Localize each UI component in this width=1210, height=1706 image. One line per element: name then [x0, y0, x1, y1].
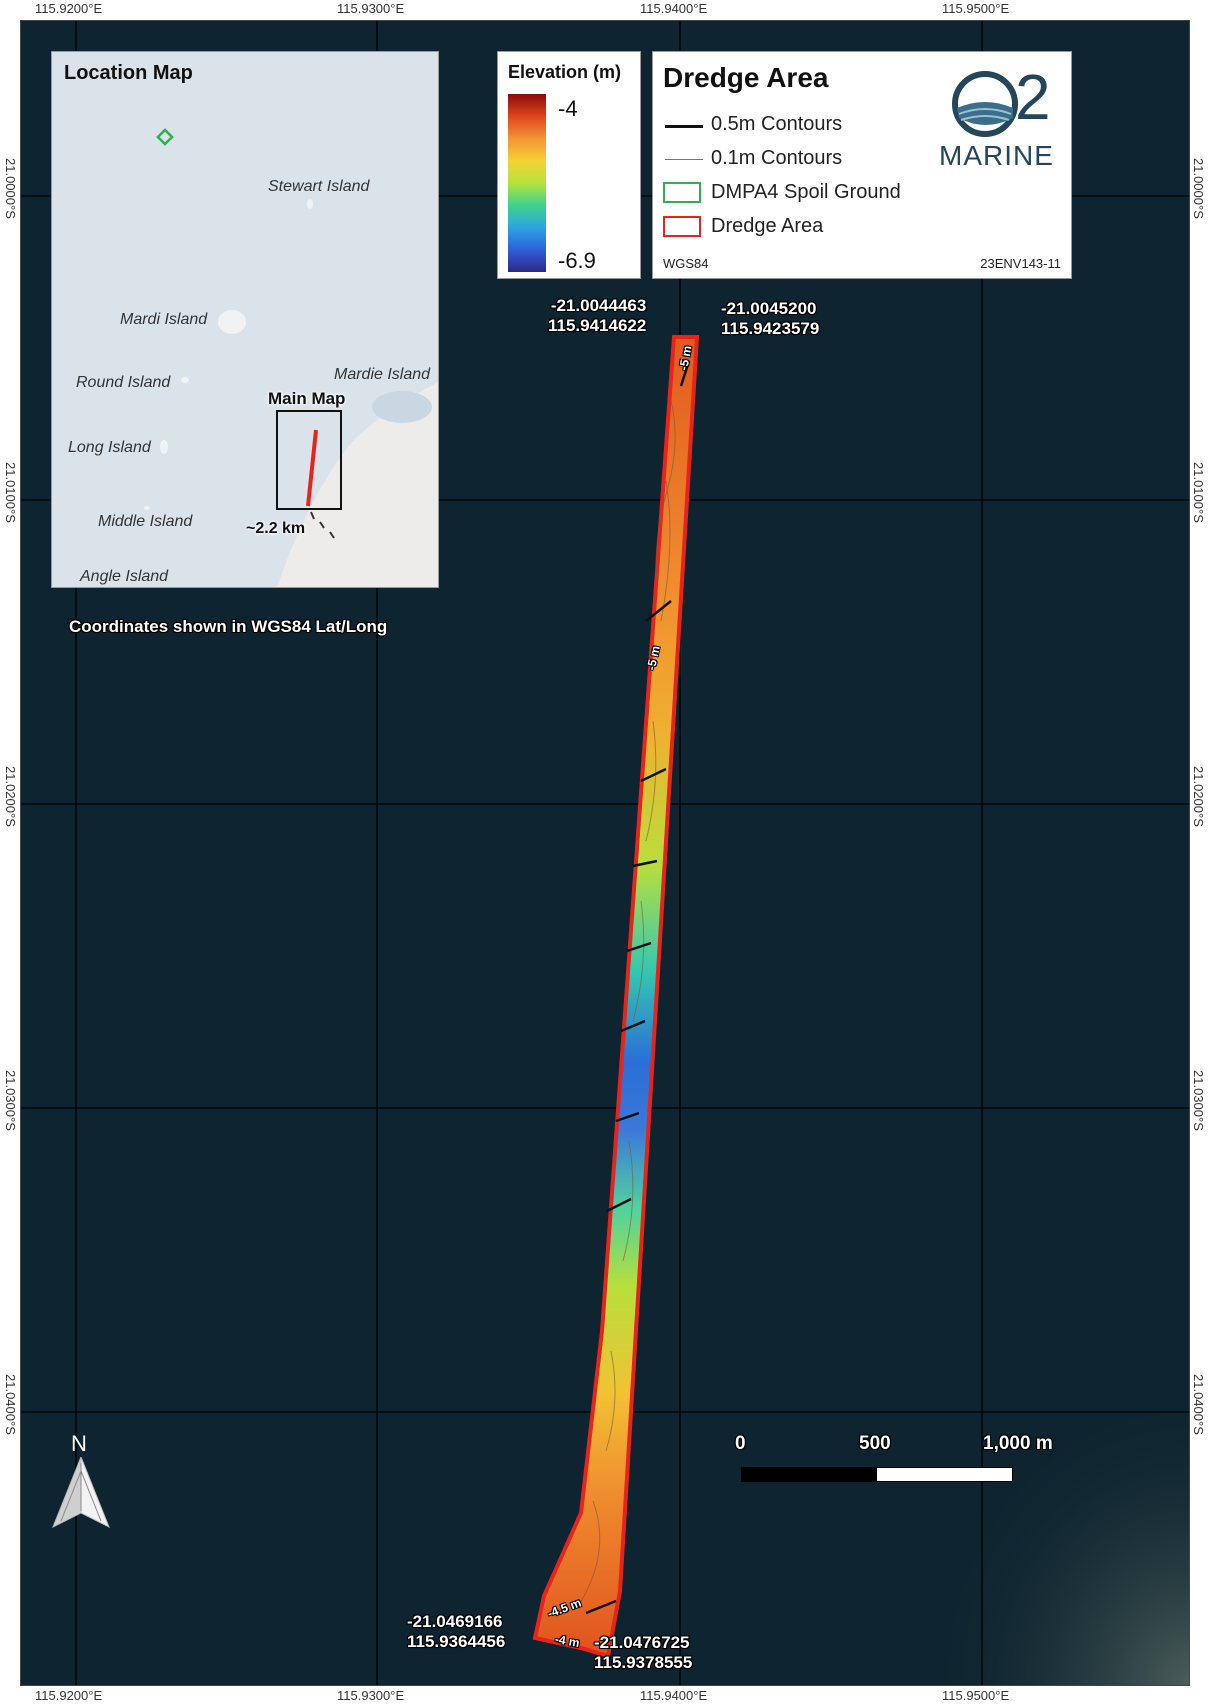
corner-coord-bottom-right: -21.0476725 115.9378555 — [594, 1633, 692, 1673]
scale-segment-black — [741, 1467, 878, 1482]
corner-lat-bottom-right: -21.0476725 — [594, 1633, 690, 1652]
island-label-round: Round Island — [76, 374, 171, 391]
logo-text: MARINE — [939, 140, 1054, 171]
logo-number: 2 — [1015, 61, 1051, 133]
island-label-mardi: Mardi Island — [120, 311, 208, 328]
legend-label-major-contours: 0.5m Contours — [711, 113, 843, 135]
right-lat-label-3: 21.0200°S — [1191, 766, 1206, 827]
fine-contours — [580, 400, 676, 1602]
legend-label-spoil-ground: DMPA4 Spoil Ground — [711, 181, 901, 203]
north-arrow: N — [51, 1431, 111, 1531]
dredge-area-legend: Dredge Area 0.5m Contours 0.1m Contours … — [652, 51, 1072, 279]
minor-contour-swatch — [665, 159, 703, 160]
legend-title: Dredge Area — [663, 62, 829, 93]
island-label-stewart: Stewart Island — [268, 178, 370, 195]
north-arrow-icon — [52, 1457, 110, 1529]
long-island-shape — [160, 440, 168, 454]
document-id: 23ENV143-11 — [980, 256, 1061, 271]
crs-label: WGS84 — [663, 256, 709, 271]
main-map-extent-box — [276, 410, 342, 510]
shallow-water — [372, 391, 432, 423]
location-map-canvas — [144, 128, 438, 587]
corner-lat-top-right: -21.0045200 — [721, 299, 817, 318]
dredge-area-inset — [306, 429, 318, 507]
corner-lon-bottom-left: 115.9364456 — [407, 1632, 506, 1651]
top-lon-label-2: 115.9300°E — [337, 1, 405, 16]
left-lat-label-5: 21.0400°S — [3, 1374, 18, 1435]
elevation-legend: Elevation (m) -4 -6.9 — [497, 51, 641, 279]
main-map[interactable]: -5 m -5 m -4.5 m -4 m -21.0044463 115.94… — [20, 20, 1190, 1686]
bottom-lon-label-1: 115.9200°E — [35, 1688, 103, 1703]
scale-segment-white — [876, 1467, 1013, 1482]
mainland — [277, 382, 438, 587]
dmpa4-spoil-ground-shape — [156, 128, 174, 146]
island-label-mardie: Mardie Island — [334, 366, 431, 383]
o2-marine-logo: 2 MARINE — [939, 61, 1065, 178]
middle-island-shape — [144, 506, 150, 510]
top-lon-label-3: 115.9400°E — [640, 1, 708, 16]
corner-lon-top-right: 115.9423579 — [721, 319, 820, 338]
right-lat-label-1: 21.0000°S — [1191, 158, 1206, 219]
round-island-shape — [181, 377, 189, 383]
corner-coord-top-right: -21.0045200 115.9423579 — [721, 299, 819, 339]
left-lat-label-1: 21.0000°S — [3, 158, 18, 219]
elevation-color-ramp — [508, 94, 546, 272]
coordinate-note: Coordinates shown in WGS84 Lat/Long — [69, 617, 388, 636]
island-label-angle: Angle Island — [80, 568, 169, 585]
location-map-inset[interactable]: Location Map Stewart Island Mardi Island… — [51, 51, 439, 588]
corner-coord-top-left: -21.0044463 115.9414622 — [548, 296, 646, 336]
distance-label: ~2.2 km — [246, 520, 306, 537]
right-lat-label-4: 21.0300°S — [1191, 1070, 1206, 1131]
right-lat-label-2: 21.0100°S — [1191, 462, 1206, 523]
map-canvas — [21, 21, 1189, 1685]
top-lon-label-4: 115.9500°E — [942, 1, 1010, 16]
major-contour-swatch — [665, 125, 703, 128]
dredge-area-polygon[interactable] — [532, 335, 700, 1659]
main-map-label: Main Map — [268, 389, 346, 408]
bottom-lon-label-3: 115.9400°E — [640, 1688, 708, 1703]
shoal-area — [921, 1381, 1189, 1685]
island-label-long: Long Island — [68, 439, 151, 456]
left-lat-label-3: 21.0200°S — [3, 766, 18, 827]
elevation-legend-title: Elevation (m) — [508, 62, 622, 82]
logo-mark — [952, 71, 1018, 137]
left-lat-label-2: 21.0100°S — [3, 462, 18, 523]
scale-label-1000: 1,000 m — [983, 1433, 1053, 1454]
top-lon-label-1: 115.9200°E — [35, 1, 103, 16]
north-label: N — [71, 1431, 87, 1456]
spoil-ground-swatch — [663, 182, 701, 203]
mardi-island-shape — [218, 310, 246, 334]
dredge-area-swatch — [663, 216, 701, 237]
legend-label-dredge-area: Dredge Area — [711, 215, 824, 237]
corner-coord-bottom-left: -21.0469166 115.9364456 — [407, 1612, 505, 1652]
scale-label-0: 0 — [735, 1433, 746, 1454]
elevation-min-label: -6.9 — [558, 248, 596, 273]
corner-lon-top-left: 115.9414622 — [548, 316, 647, 335]
scale-bar: 0 500 1,000 m — [735, 1401, 1053, 1482]
island-label-middle: Middle Island — [98, 513, 193, 530]
location-map-title: Location Map — [64, 62, 193, 84]
major-contours — [585, 360, 691, 1615]
corner-lat-top-left: -21.0044463 — [550, 296, 647, 315]
elevation-max-label: -4 — [558, 96, 578, 121]
corner-lon-bottom-right: 115.9378555 — [594, 1653, 693, 1672]
scale-label-500: 500 — [859, 1433, 891, 1454]
left-lat-label-4: 21.0300°S — [3, 1070, 18, 1131]
stewart-island-shape — [307, 199, 313, 209]
bottom-lon-label-2: 115.9300°E — [337, 1688, 405, 1703]
bottom-lon-label-4: 115.9500°E — [942, 1688, 1010, 1703]
legend-label-minor-contours: 0.1m Contours — [711, 147, 843, 169]
corner-lat-bottom-left: -21.0469166 — [407, 1612, 503, 1631]
channel-marks — [310, 511, 335, 539]
right-lat-label-5: 21.0400°S — [1191, 1374, 1206, 1435]
